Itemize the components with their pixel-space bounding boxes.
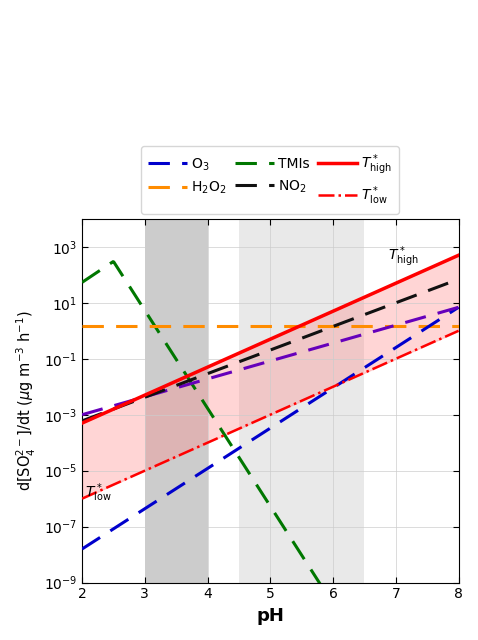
Legend: O$_3$, H$_2$O$_2$, TMIs, NO$_2$, $T^*_{\mathregular{high}}$, $T^*_{\mathregular{: O$_3$, H$_2$O$_2$, TMIs, NO$_2$, $T^*_{\… bbox=[141, 146, 399, 214]
Bar bbox=[145, 219, 207, 582]
Text: $T^*_{\mathregular{low}}$: $T^*_{\mathregular{low}}$ bbox=[85, 482, 112, 504]
Text: $T^*_{\mathregular{high}}$: $T^*_{\mathregular{high}}$ bbox=[388, 244, 419, 269]
X-axis label: pH: pH bbox=[256, 607, 284, 625]
Bar bbox=[239, 219, 364, 582]
Y-axis label: d[SO$_4^{2-}$]/dt ($\mu$g m$^{-3}$ h$^{-1}$): d[SO$_4^{2-}$]/dt ($\mu$g m$^{-3}$ h$^{-… bbox=[15, 310, 38, 491]
